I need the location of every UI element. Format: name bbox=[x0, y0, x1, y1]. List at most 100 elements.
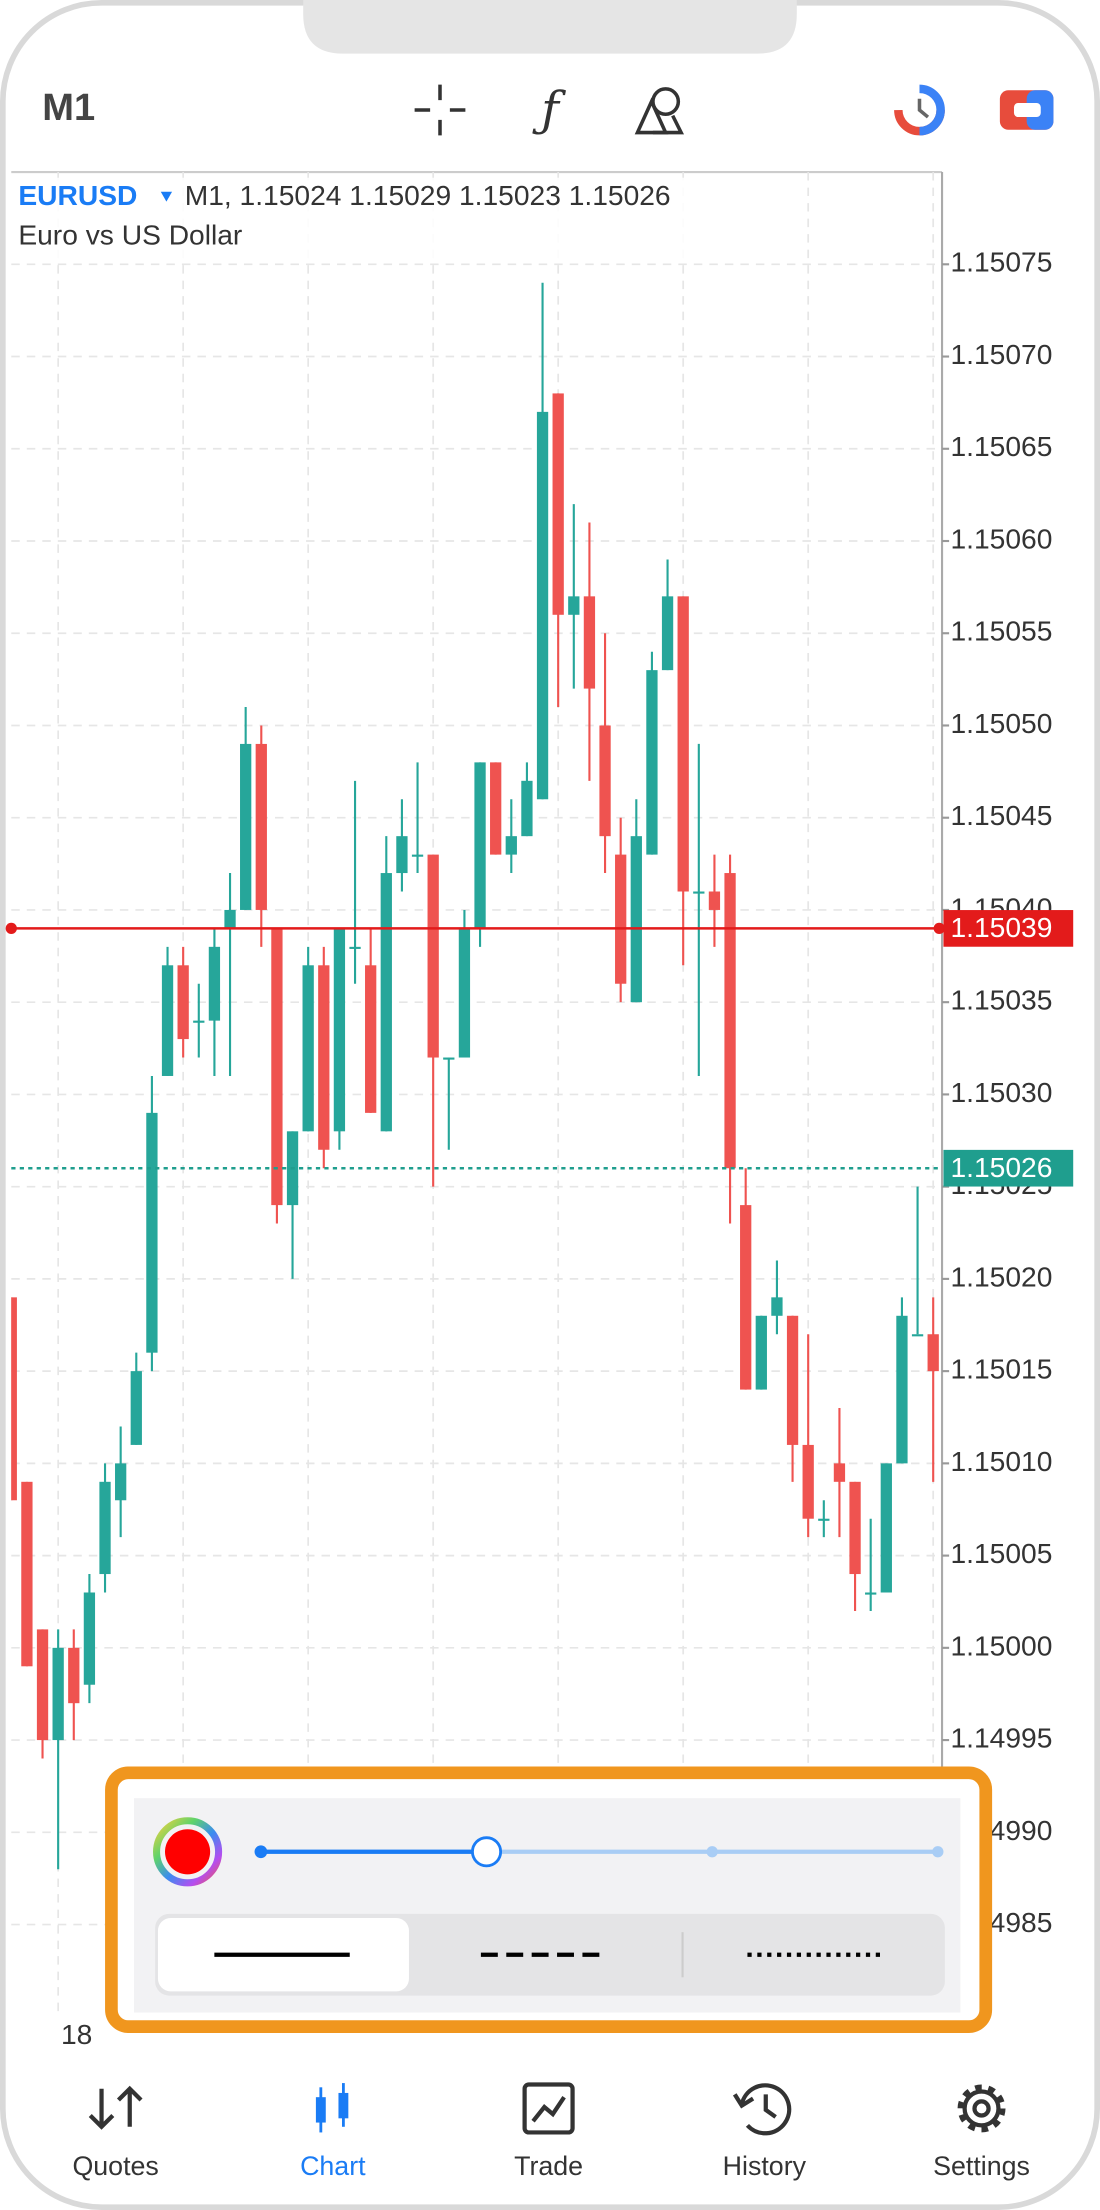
candle-body bbox=[83, 1592, 96, 1685]
y-tick-label: 1.15070 bbox=[951, 338, 1053, 370]
settings-icon[interactable] bbox=[957, 2084, 1006, 2133]
candle-body bbox=[193, 1020, 205, 1023]
tab-label[interactable]: Settings bbox=[933, 2151, 1030, 2181]
candle-body bbox=[505, 836, 517, 855]
candle-body bbox=[52, 1647, 64, 1741]
y-tick-label: 1.15065 bbox=[951, 430, 1053, 462]
candle-body bbox=[771, 1297, 783, 1316]
candle-body bbox=[849, 1481, 861, 1575]
candle-body bbox=[568, 596, 580, 615]
candle-body bbox=[333, 928, 346, 1132]
candle-body bbox=[599, 725, 611, 837]
candle-body bbox=[208, 946, 221, 1021]
candle-body bbox=[615, 854, 627, 984]
y-tick-label: 1.15035 bbox=[951, 984, 1053, 1016]
candle-body bbox=[177, 965, 189, 1040]
tab-label[interactable]: History bbox=[723, 2151, 807, 2181]
crosshair-icon[interactable] bbox=[414, 84, 466, 136]
candle-body bbox=[115, 1463, 127, 1501]
candle-body bbox=[99, 1481, 111, 1575]
quotes-icon[interactable] bbox=[88, 2085, 143, 2130]
price-badge bbox=[943, 910, 1074, 947]
candle-body bbox=[927, 1334, 939, 1372]
y-tick-label: 1.15050 bbox=[951, 707, 1053, 739]
candle-body bbox=[490, 762, 502, 855]
timeframe[interactable]: M1 bbox=[42, 87, 95, 129]
y-tick-label: 1.15060 bbox=[951, 522, 1053, 554]
price-badge-label: 1.15039 bbox=[951, 911, 1053, 943]
price-badge bbox=[943, 1149, 1074, 1187]
candle-body bbox=[68, 1647, 80, 1704]
candle-body bbox=[458, 928, 471, 1058]
x-tick-label: 18 bbox=[61, 2018, 92, 2050]
candle-body bbox=[365, 965, 377, 1113]
sync-icon[interactable] bbox=[894, 84, 945, 136]
price-line-handle bbox=[933, 922, 945, 935]
slider-stop[interactable] bbox=[932, 1846, 944, 1858]
candle-body bbox=[552, 393, 564, 615]
y-tick-label: 1.15000 bbox=[951, 1629, 1053, 1661]
ohlc-header: M1, 1.15024 1.15029 1.15023 1.15026 bbox=[185, 179, 671, 211]
tab-label[interactable]: Chart bbox=[300, 2151, 366, 2181]
symbol-dropdown[interactable] bbox=[160, 191, 173, 202]
candle-body bbox=[755, 1315, 767, 1390]
candle-body bbox=[349, 946, 361, 949]
header-bg bbox=[11, 177, 745, 260]
symbol-description: Euro vs US Dollar bbox=[18, 218, 242, 250]
candle-body bbox=[443, 1057, 455, 1060]
candle-body bbox=[536, 411, 549, 800]
price-badge-label: 1.15026 bbox=[951, 1151, 1053, 1183]
candle-body bbox=[130, 1371, 142, 1445]
y-tick-label: 1.15055 bbox=[951, 615, 1053, 647]
tab-label[interactable]: Trade bbox=[514, 2151, 583, 2181]
color-picker[interactable] bbox=[153, 1817, 223, 1887]
y-tick-label: 1.15005 bbox=[951, 1537, 1053, 1569]
tab-label[interactable]: Quotes bbox=[72, 2151, 158, 2181]
y-tick-label: 1.15010 bbox=[951, 1445, 1053, 1477]
symbol[interactable]: EURUSD bbox=[18, 179, 137, 211]
candle-body bbox=[411, 854, 424, 857]
candle-body bbox=[240, 743, 252, 910]
candle-body bbox=[146, 1112, 158, 1353]
y-tick-label: 1.15015 bbox=[951, 1353, 1053, 1385]
chart-icon[interactable] bbox=[315, 2083, 349, 2133]
candle-body bbox=[474, 762, 486, 929]
objects-icon[interactable] bbox=[634, 87, 685, 135]
notch bbox=[303, 0, 797, 54]
y-tick-label: 1.15045 bbox=[951, 799, 1053, 831]
history-icon[interactable] bbox=[732, 2083, 792, 2136]
candle-body bbox=[161, 965, 174, 1076]
candle-body bbox=[880, 1463, 892, 1593]
candle-body bbox=[36, 1629, 49, 1741]
candle-body bbox=[302, 965, 314, 1132]
y-tick-label: 1.15020 bbox=[951, 1260, 1053, 1292]
candle-body bbox=[380, 873, 392, 1132]
price-line-handle bbox=[5, 922, 17, 935]
candle-body bbox=[646, 670, 658, 855]
color-swatch[interactable] bbox=[165, 1829, 211, 1875]
candle-body bbox=[21, 1481, 33, 1667]
candle-body bbox=[802, 1444, 814, 1519]
slider-knob[interactable] bbox=[471, 1836, 503, 1868]
trade-tab-icon[interactable] bbox=[522, 2082, 575, 2135]
candle-body bbox=[677, 596, 689, 892]
y-tick-label: 1.14995 bbox=[951, 1722, 1053, 1754]
candle-body bbox=[427, 854, 439, 1058]
candle-body bbox=[896, 1315, 908, 1464]
candle-body bbox=[661, 596, 674, 671]
candle-body bbox=[740, 1205, 752, 1390]
candle-body bbox=[693, 891, 705, 894]
candle-body bbox=[271, 928, 283, 1206]
y-tick-label: 1.15030 bbox=[951, 1076, 1053, 1108]
candle-body bbox=[818, 1518, 830, 1521]
candle-body bbox=[11, 1297, 17, 1501]
trade-icon[interactable] bbox=[999, 90, 1054, 130]
slider-stop[interactable] bbox=[706, 1846, 718, 1858]
candle-body bbox=[255, 743, 267, 910]
line-style-panel bbox=[105, 1766, 993, 2034]
candle-body bbox=[583, 596, 596, 689]
slider-stop[interactable] bbox=[254, 1845, 268, 1859]
candle-body bbox=[708, 891, 721, 910]
